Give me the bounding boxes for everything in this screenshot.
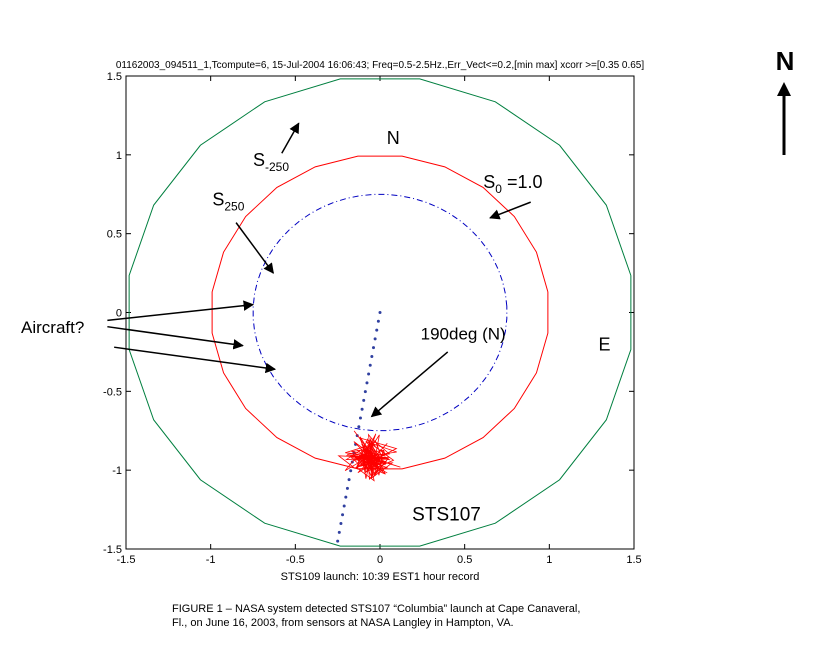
y-tick-label: -1.5 [103, 544, 122, 556]
y-tick-label: 1 [116, 150, 122, 162]
annotation-arrow [107, 325, 244, 350]
bearing-point [357, 425, 361, 429]
circle-s250 [211, 155, 549, 470]
figure-caption: FIGURE 1 – NASA system detected STS107 “… [172, 602, 652, 630]
detection-track [364, 434, 394, 480]
bearing-point [342, 504, 346, 508]
bearing-point [358, 416, 362, 420]
annotation-label: N [387, 128, 400, 148]
bearing-point [376, 319, 380, 323]
bearing-point [341, 513, 345, 517]
circle-s0 [252, 193, 508, 432]
x-axis-label: STS109 launch: 10:39 EST1 hour record [281, 571, 480, 583]
annotation-label: S-250 [253, 150, 289, 174]
compass: N [776, 46, 795, 155]
annotation-label: S250 [212, 189, 244, 213]
bearing-point [344, 495, 348, 499]
annotation-arrow [235, 222, 274, 274]
annotation-arrow [281, 122, 300, 154]
chart-title: 01162003_094511_1,Tcompute=6, 15-Jul-200… [116, 60, 645, 71]
annotation-label: E [598, 334, 610, 354]
x-tick-label: 0 [377, 554, 383, 566]
bearing-point [336, 539, 340, 543]
annotation-arrow [370, 351, 449, 418]
annotation-label: S0 =1.0 [483, 172, 542, 196]
x-tick-label: -1 [206, 554, 216, 566]
y-tick-label: -0.5 [103, 386, 122, 398]
bearing-point [370, 354, 374, 358]
annotation-label: Aircraft? [21, 318, 84, 337]
caption-line-2: Fl., on June 16, 2003, from sensors at N… [172, 617, 514, 629]
bearing-point [365, 381, 369, 385]
x-tick-label: -0.5 [286, 554, 305, 566]
bearing-point [363, 390, 367, 394]
bearing-point [360, 407, 364, 411]
caption-line-1: FIGURE 1 – NASA system detected STS107 “… [172, 603, 581, 615]
bearing-point [367, 372, 371, 376]
bearing-point [345, 486, 349, 490]
y-tick-label: -1 [112, 465, 122, 477]
annotation-label: STS107 [412, 505, 481, 526]
compass-label: N [776, 46, 795, 76]
bearing-point [337, 530, 341, 534]
bearing-point [362, 398, 366, 402]
y-tick-label: 0 [116, 308, 122, 320]
annotation-arrow [107, 300, 255, 322]
bearing-point [375, 328, 379, 332]
x-tick-label: -1.5 [117, 554, 136, 566]
x-tick-label: 1 [546, 554, 552, 566]
annotation-label: 190deg (N) [421, 324, 506, 343]
bearing-point [347, 478, 351, 482]
bearing-point [368, 363, 372, 367]
bearing-point [371, 346, 375, 350]
y-tick-label: 1.5 [107, 71, 122, 83]
compass-arrowhead [777, 82, 791, 96]
bearing-point [378, 311, 382, 314]
bearing-point [339, 522, 343, 526]
x-tick-label: 0.5 [457, 554, 472, 566]
annotation-arrow [489, 201, 531, 220]
x-tick-label: 1.5 [626, 554, 641, 566]
annotation-arrow [114, 346, 277, 374]
bearing-point [373, 337, 377, 341]
y-tick-label: 0.5 [107, 229, 122, 241]
bearing-point [349, 469, 353, 473]
